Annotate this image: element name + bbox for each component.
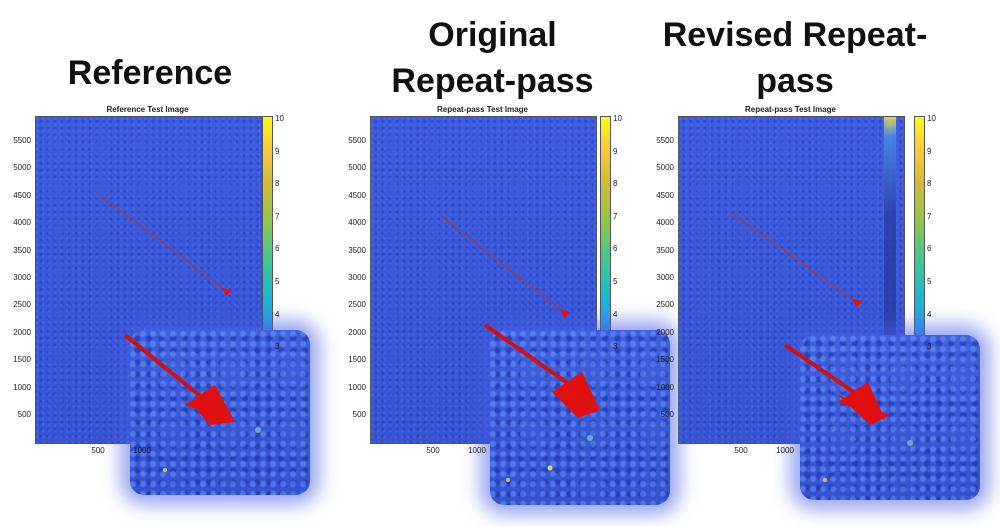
y-tick-label: 1000 bbox=[13, 382, 31, 392]
heading-revised-repeat-pass: Revised Repeat- pass bbox=[662, 16, 928, 100]
arrow-shaft bbox=[783, 343, 860, 397]
y-tick-label: 2500 bbox=[348, 300, 366, 310]
y-tick-label: 4500 bbox=[656, 190, 674, 200]
y-tick-label: 500 bbox=[660, 410, 674, 419]
thin-pointer-line bbox=[729, 211, 858, 303]
colorbar-tick-label: 3 bbox=[275, 342, 280, 352]
y-tick-label: 4000 bbox=[656, 218, 674, 228]
y-tick-label: 3000 bbox=[348, 273, 366, 282]
y-tick-label: 1500 bbox=[13, 355, 31, 365]
y-tick-label: 2000 bbox=[656, 327, 674, 337]
y-tick-label: 5500 bbox=[656, 136, 674, 145]
panel-title: Repeat-pass Test Image bbox=[745, 105, 836, 114]
y-tick-label: 1000 bbox=[348, 382, 366, 392]
colorbar-tick-label: 4 bbox=[613, 309, 618, 319]
colorbar-tick-label: 9 bbox=[613, 146, 618, 156]
colorbar-tick-label: 8 bbox=[613, 179, 618, 189]
y-tick-label: 2000 bbox=[13, 327, 31, 337]
colorbar-tick-label: 4 bbox=[275, 309, 280, 319]
marker-icon bbox=[222, 288, 232, 296]
y-tick-label: 5500 bbox=[348, 136, 366, 145]
y-tick-label: 3500 bbox=[13, 245, 31, 255]
colorbar-tick-label: 6 bbox=[275, 244, 280, 254]
arrow-shaft bbox=[483, 323, 572, 387]
y-tick-label: 3500 bbox=[656, 245, 674, 255]
panel-title: Repeat-pass Test Image bbox=[437, 105, 528, 114]
heading-reference: Reference bbox=[67, 54, 233, 92]
zoom-inset-revised bbox=[800, 335, 980, 500]
zoom-inset-original bbox=[490, 330, 670, 505]
y-tick-label: 5000 bbox=[13, 163, 31, 173]
y-tick-label: 500 bbox=[17, 410, 31, 419]
heading-original-repeat-pass: Original Repeat-pass bbox=[391, 16, 594, 100]
x-tick-label: 1000 bbox=[133, 446, 151, 455]
arrow-icon bbox=[506, 390, 600, 482]
y-tick-label: 5000 bbox=[656, 163, 674, 173]
colorbar-tick-label: 7 bbox=[927, 211, 932, 221]
marker-icon bbox=[560, 309, 570, 318]
y-tick-label: 4000 bbox=[13, 218, 31, 228]
x-tick-label: 500 bbox=[734, 446, 748, 455]
y-tick-label: 5500 bbox=[13, 136, 31, 145]
y-tick-label: 3000 bbox=[13, 273, 31, 282]
colorbar-tick-label: 4 bbox=[927, 309, 932, 319]
colorbar-tick-label: 9 bbox=[927, 146, 932, 156]
y-tick-label: 3500 bbox=[348, 245, 366, 255]
y-tick-label: 5000 bbox=[348, 163, 366, 173]
x-tick-label: 500 bbox=[91, 446, 105, 455]
y-tick-label: 4500 bbox=[348, 190, 366, 200]
colorbar-tick-label: 7 bbox=[275, 211, 280, 221]
y-tick-label: 1500 bbox=[348, 355, 366, 365]
marker-icon bbox=[852, 299, 863, 307]
arrow-shaft bbox=[123, 333, 207, 402]
y-tick-label: 2500 bbox=[13, 300, 31, 310]
y-tick-label: 2500 bbox=[656, 300, 674, 310]
colorbar-tick-label: 6 bbox=[927, 244, 932, 254]
arrowhead-icon bbox=[552, 372, 600, 410]
arrowhead-icon bbox=[185, 385, 235, 422]
y-tick-label: 4500 bbox=[13, 190, 31, 200]
colorbar-tick-label: 5 bbox=[927, 277, 932, 286]
colorbar-tick-label: 9 bbox=[275, 146, 280, 156]
colorbar-tick-label: 3 bbox=[927, 342, 932, 352]
y-tick-label: 500 bbox=[352, 410, 366, 419]
panel-title: Reference Test Image bbox=[106, 105, 189, 114]
x-tick-label: 500 bbox=[426, 446, 440, 455]
y-tick-label: 1000 bbox=[656, 382, 674, 392]
colorbar-tick-label: 7 bbox=[613, 211, 618, 221]
y-tick-label: 2000 bbox=[348, 327, 366, 337]
colorbar-tick-label: 8 bbox=[927, 179, 932, 189]
colorbar-tick-label: 10 bbox=[927, 114, 936, 123]
y-tick-label: 1500 bbox=[656, 355, 674, 365]
colorbar-tick-label: 10 bbox=[613, 114, 622, 123]
colorbar-tick-label: 5 bbox=[613, 277, 618, 286]
colorbar-tick-label: 8 bbox=[275, 179, 280, 189]
thin-pointer-line bbox=[99, 194, 229, 293]
thin-pointer-line bbox=[439, 214, 566, 314]
y-tick-label: 4000 bbox=[348, 218, 366, 228]
x-tick-label: 1000 bbox=[776, 446, 794, 455]
arrowhead-icon bbox=[838, 382, 885, 420]
x-tick-label: 1000 bbox=[468, 446, 486, 455]
panel-revised-repeat-pass: Repeat-pass Test Image bbox=[648, 100, 978, 460]
colorbar-tick-label: 3 bbox=[613, 342, 618, 352]
colorbar-tick-label: 6 bbox=[613, 244, 618, 254]
y-tick-label: 3000 bbox=[656, 273, 674, 282]
colorbar-tick-label: 10 bbox=[275, 114, 284, 123]
revised-repeat-pass-image-plot bbox=[678, 116, 905, 444]
colorbar-tick-label: 5 bbox=[275, 277, 280, 286]
